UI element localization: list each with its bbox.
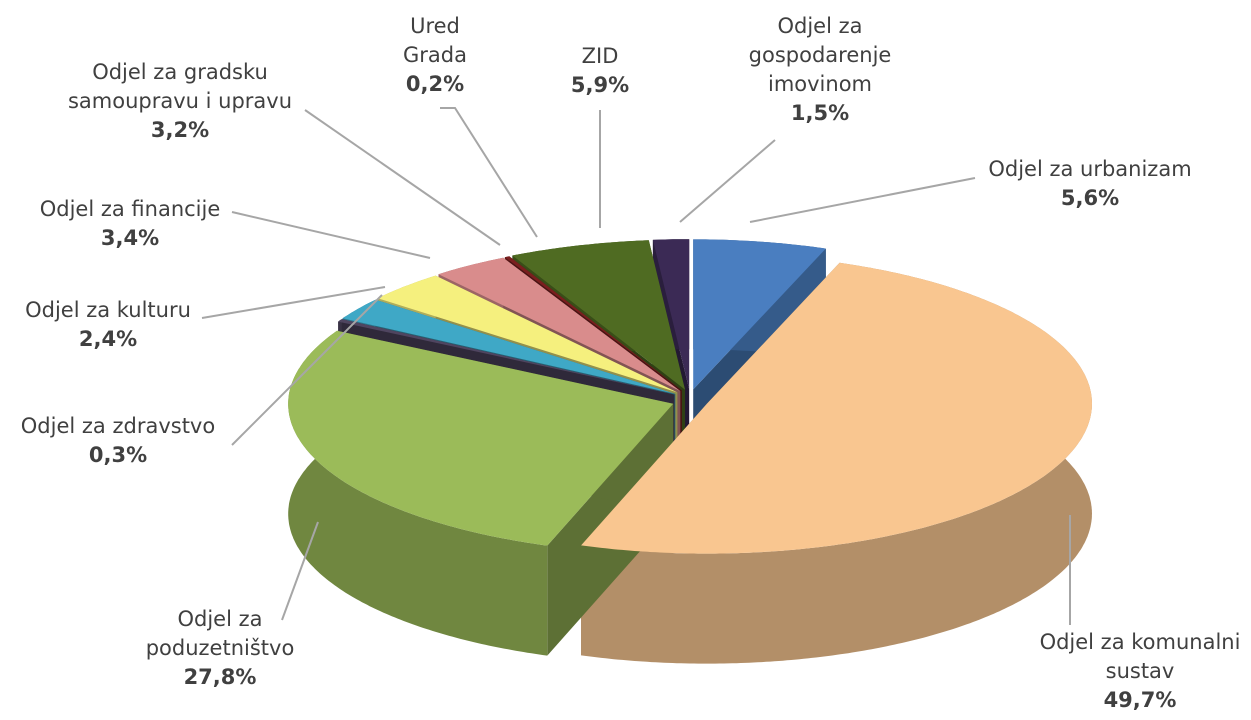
value-label: 3,4% [100, 226, 160, 250]
pie-slice [438, 257, 681, 391]
data-label: Odjel za financije 3,4% [20, 195, 240, 253]
pie-slice [288, 330, 674, 546]
data-label: Odjel za poduzetništvo 27,8% [135, 605, 305, 692]
category-name: Odjel za urbanizam [988, 157, 1192, 181]
leader-line [440, 107, 538, 238]
pie-slice [693, 239, 826, 390]
pie-slice [581, 262, 1092, 554]
slice-tops [288, 239, 1092, 554]
leader-line [231, 211, 431, 259]
leader-line [281, 521, 319, 621]
data-label: Odjel za gospodarenje imovinom 1,5% [735, 12, 905, 128]
leader-line [231, 294, 383, 446]
category-name: Odjel za zdravstvo [20, 414, 216, 438]
slice-side [288, 330, 548, 656]
value-label: 5,6% [1060, 186, 1120, 210]
pie-slice [342, 299, 676, 394]
pie-slice [512, 240, 685, 390]
value-label: 2,4% [78, 327, 138, 351]
value-label: 0,3% [88, 443, 148, 467]
data-label: ZID 5,9% [560, 42, 640, 100]
category-name: Odjel za gradsku samoupravu i upravu [67, 60, 293, 113]
data-label: Odjel za kulturu 2,4% [0, 296, 218, 354]
category-name: Odjel za poduzetništvo [145, 607, 295, 660]
value-label: 5,9% [570, 73, 630, 97]
data-label: Odjel za zdravstvo 0,3% [0, 412, 238, 470]
category-name: Odjel za komunalni sustav [1039, 630, 1241, 683]
leader-line [304, 109, 501, 246]
pie-slice [504, 256, 682, 391]
value-label: 3,2% [150, 118, 210, 142]
data-label: Odjel za komunalni sustav 49,7% [1030, 628, 1250, 715]
category-name: Odjel za kulturu [25, 298, 191, 322]
leader-line [679, 139, 776, 223]
pie-slice [652, 239, 690, 390]
pie-slice [377, 275, 678, 393]
data-label: Ured Grada 0,2% [395, 12, 475, 99]
value-label: 0,2% [405, 72, 465, 96]
data-label: Odjel za gradsku samoupravu i upravu 3,2% [50, 58, 310, 145]
category-name: ZID [581, 44, 619, 68]
category-name: Odjel za financije [39, 197, 221, 221]
data-label: Odjel za urbanizam 5,6% [960, 155, 1220, 213]
category-name: Ured Grada [403, 14, 467, 67]
value-label: 49,7% [1103, 688, 1177, 712]
pie-slice [338, 319, 675, 395]
value-label: 1,5% [790, 101, 850, 125]
leader-line [201, 286, 386, 319]
leader-line [749, 177, 976, 223]
value-label: 27,8% [183, 665, 257, 689]
category-name: Odjel za gospodarenje imovinom [748, 14, 892, 96]
